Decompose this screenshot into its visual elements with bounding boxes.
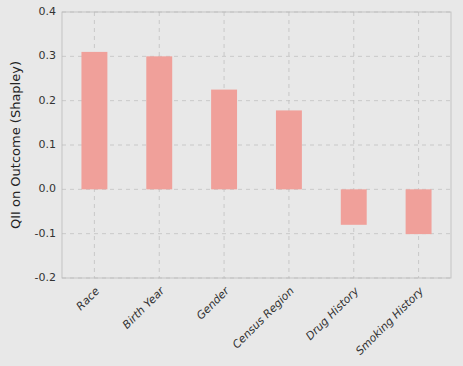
y-axis: -0.2 -0.1 0.0 0.1 0.2 0.3 0.4 [35, 5, 56, 284]
x-tick-label: Smoking History [353, 284, 426, 357]
x-tick-label: Birth Year [120, 284, 168, 332]
x-tick-label: Gender [194, 284, 233, 323]
y-grid-line [62, 189, 451, 190]
bar [341, 189, 367, 224]
y-tick-label: 0.0 [39, 182, 57, 195]
y-grid-line [62, 100, 451, 101]
y-axis-label: QII on Outcome (Shapley) [8, 61, 23, 229]
grid [62, 12, 451, 278]
bar [276, 110, 302, 189]
y-tick-label: 0.4 [39, 5, 57, 18]
bar [146, 56, 172, 189]
x-grid-line [418, 12, 419, 278]
x-axis: Race Birth Year GenderCensus RegionDrug Hi… [74, 284, 427, 358]
bar [406, 189, 432, 234]
chart-container: -0.2 -0.1 0.0 0.1 0.2 0.3 0.4 Race Birth Year Gen… [0, 0, 463, 366]
y-grid-line [62, 233, 451, 234]
y-tick-label: -0.1 [35, 227, 56, 240]
x-grid-line [353, 12, 354, 278]
bar [81, 52, 107, 189]
x-tick-label: Census Region [230, 285, 297, 352]
y-tick-label: -0.2 [35, 271, 56, 284]
plot-frame [62, 12, 451, 278]
y-tick-label: 0.2 [39, 94, 57, 107]
y-tick-label: 0.3 [39, 49, 57, 62]
x-tick-label: Race [74, 284, 103, 313]
x-tick-label: Drug History [303, 284, 362, 343]
y-grid-line [62, 56, 451, 57]
bar [211, 90, 237, 190]
chart: -0.2 -0.1 0.0 0.1 0.2 0.3 0.4 Race Birth Year Gen… [0, 0, 463, 366]
y-grid-line [62, 145, 451, 146]
bars [81, 52, 431, 234]
background [0, 0, 463, 366]
y-tick-label: 0.1 [39, 138, 57, 151]
